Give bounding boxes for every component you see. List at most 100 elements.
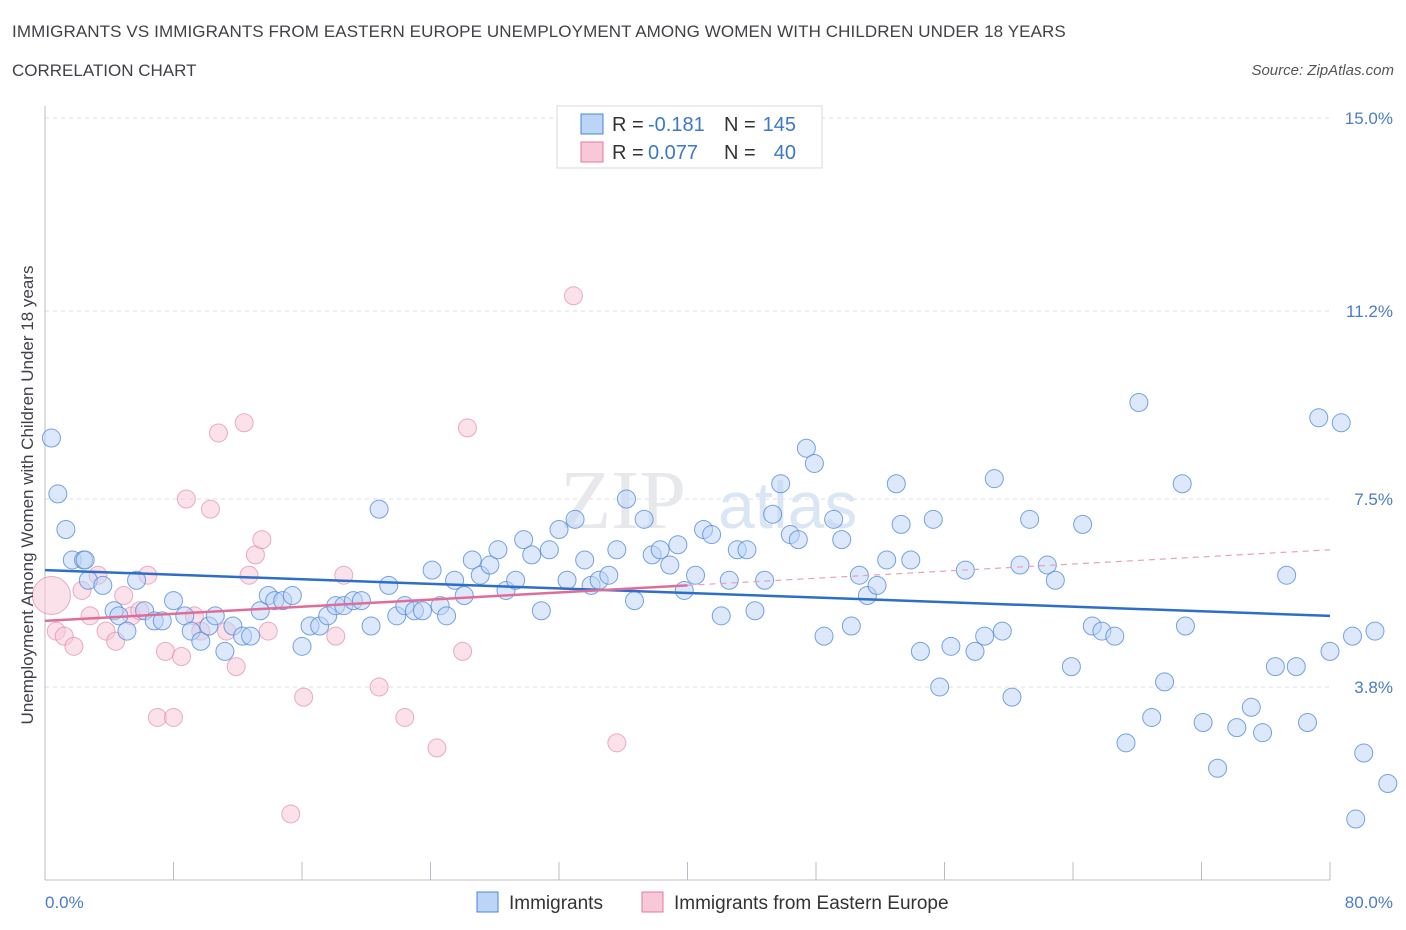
y-tick-labels: 3.8% 7.5% 11.2% 15.0%: [1345, 109, 1393, 697]
point-immigrants: [1155, 672, 1175, 692]
point-immigrants: [607, 540, 627, 560]
point-eastern-europe: [395, 707, 415, 727]
point-eastern-europe: [114, 586, 134, 606]
point-immigrants: [796, 438, 816, 458]
point-immigrants: [480, 555, 500, 575]
point-immigrants: [886, 474, 906, 494]
point-immigrants: [941, 636, 961, 656]
legend-r-value-1: -0.181: [648, 114, 705, 136]
legend-swatch-eastern-europe: [580, 141, 604, 163]
point-immigrants: [41, 428, 61, 448]
point-immigrants: [616, 489, 636, 509]
point-immigrants: [241, 626, 261, 646]
point-immigrants: [506, 570, 526, 590]
series-immigrants-points: [41, 392, 1398, 829]
point-eastern-europe: [369, 677, 389, 697]
legend-n-label-2: N =: [724, 142, 756, 164]
point-eastern-europe: [164, 707, 183, 727]
point-immigrants: [841, 616, 861, 636]
point-immigrants: [127, 570, 147, 590]
point-immigrants: [1116, 733, 1136, 753]
point-eastern-europe: [607, 733, 627, 753]
y-tick-label-1: 7.5%: [1354, 490, 1393, 509]
point-immigrants: [462, 550, 482, 570]
point-immigrants: [599, 565, 619, 585]
point-immigrants: [711, 606, 731, 626]
legend-swatch-immigrants: [580, 113, 604, 135]
point-immigrants: [1342, 626, 1362, 646]
point-immigrants: [1227, 718, 1247, 738]
point-immigrants: [634, 509, 654, 529]
bottom-legend-eastern-europe: Immigrants from Eastern Europe: [674, 893, 949, 914]
point-immigrants: [901, 550, 921, 570]
point-eastern-europe: [147, 707, 167, 727]
point-immigrants: [965, 641, 985, 661]
point-immigrants: [1002, 687, 1022, 707]
point-eastern-europe: [200, 499, 220, 519]
point-eastern-europe: [258, 621, 278, 641]
point-eastern-europe: [172, 646, 192, 666]
point-immigrants: [250, 601, 270, 621]
point-immigrants: [422, 560, 442, 580]
point-immigrants: [1061, 657, 1081, 677]
point-eastern-europe: [294, 687, 314, 707]
point-eastern-europe: [281, 804, 301, 824]
legend-r-label-2: R =: [612, 142, 644, 164]
point-immigrants: [549, 519, 569, 539]
point-immigrants: [437, 606, 457, 626]
point-eastern-europe: [326, 626, 346, 646]
point-immigrants: [93, 575, 113, 595]
bottom-legend-swatch-eastern-europe: [641, 891, 664, 913]
point-immigrants: [117, 621, 137, 641]
correlation-legend: R = -0.181 N = 145 R = 0.077 N = 40: [556, 105, 823, 169]
point-immigrants: [565, 509, 585, 529]
legend-r-value-2: 0.077: [648, 142, 698, 164]
point-immigrants: [48, 484, 68, 504]
point-immigrants: [1020, 509, 1040, 529]
point-immigrants: [771, 474, 791, 494]
point-immigrants: [539, 540, 559, 560]
point-eastern-europe: [80, 606, 100, 626]
point-immigrants: [745, 601, 765, 621]
point-immigrants: [575, 550, 595, 570]
point-immigrants: [56, 519, 76, 539]
point-immigrants: [522, 545, 542, 565]
point-immigrants: [164, 591, 183, 611]
x-tick-labels: 0.0% 80.0%: [45, 893, 1393, 912]
point-immigrants: [992, 621, 1012, 641]
point-immigrants: [1175, 616, 1195, 636]
point-immigrants: [1331, 413, 1351, 433]
point-immigrants: [804, 453, 824, 473]
point-immigrants: [650, 540, 670, 560]
point-immigrants: [205, 606, 225, 626]
point-immigrants: [1354, 743, 1374, 763]
point-immigrants: [1142, 707, 1162, 727]
point-immigrants: [930, 677, 950, 697]
point-eastern-europe: [457, 418, 477, 438]
point-immigrants: [674, 580, 694, 600]
point-eastern-europe: [234, 413, 254, 433]
point-immigrants: [1208, 758, 1228, 778]
point-immigrants: [923, 509, 943, 529]
point-immigrants: [1346, 809, 1366, 829]
point-immigrants: [984, 469, 1004, 489]
x-tick-label-0: 0.0%: [45, 893, 84, 912]
point-immigrants: [660, 555, 680, 575]
point-immigrants: [1073, 514, 1093, 534]
axes: [44, 106, 1331, 881]
point-eastern-europe: [453, 641, 473, 661]
source-credit: Source: ZipAtlas.com: [1251, 62, 1394, 79]
trend-lines: [44, 549, 1331, 623]
point-immigrants: [557, 570, 577, 590]
point-immigrants: [975, 626, 995, 646]
legend-n-value-1: 145: [763, 114, 796, 136]
point-immigrants: [1193, 713, 1213, 733]
point-immigrants: [292, 636, 312, 656]
point-immigrants: [1286, 657, 1306, 677]
legend-n-label-1: N =: [724, 114, 756, 136]
point-immigrants: [824, 509, 844, 529]
point-eastern-europe: [252, 530, 272, 550]
trend-line-eastern-europe-extended: [687, 549, 1331, 586]
point-immigrants: [1010, 555, 1030, 575]
point-immigrants: [1378, 773, 1398, 793]
